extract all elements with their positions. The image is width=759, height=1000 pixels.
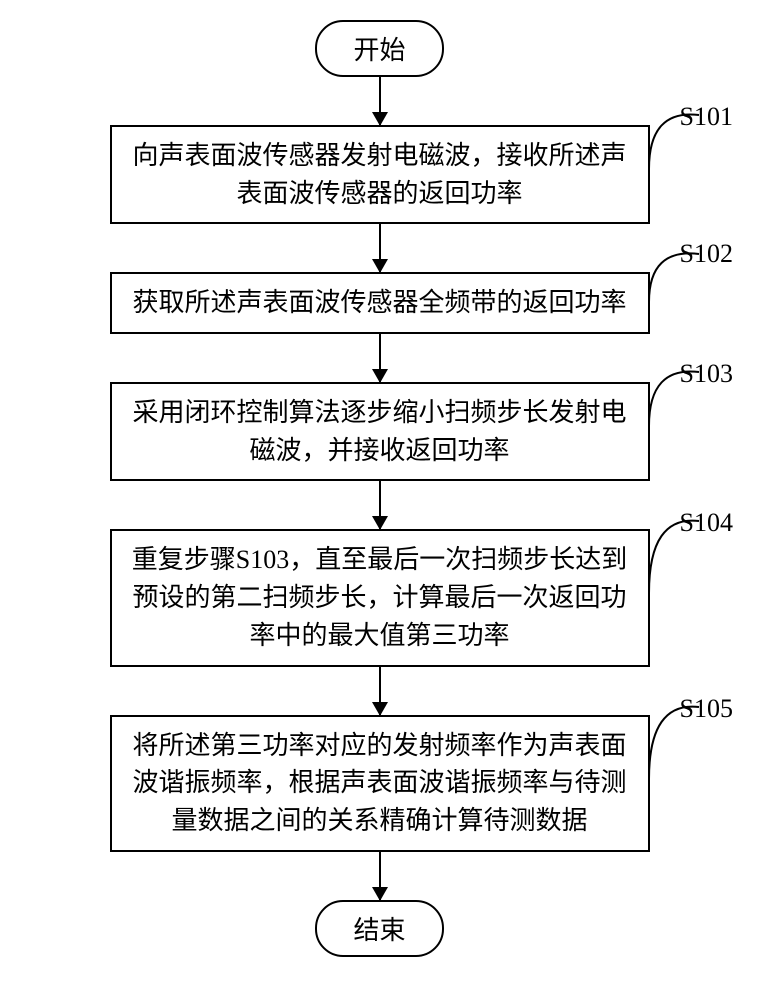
process-text-line: 量数据之间的关系精确计算待测数据	[171, 806, 587, 835]
process-s103: 采用闭环控制算法逐步缩小扫频步长发射电 磁波，并接收返回功率	[110, 382, 650, 481]
terminal-end: 结束	[315, 900, 443, 957]
arrow	[379, 334, 381, 382]
step-s101-wrap: 向声表面波传感器发射电磁波，接收所述声 表面波传感器的返回功率 S101	[20, 125, 739, 224]
step-label: S105	[680, 694, 733, 724]
step-s105-wrap: 将所述第三功率对应的发射频率作为声表面 波谐振频率，根据声表面波谐振频率与待测 …	[20, 715, 739, 852]
step-label: S103	[680, 359, 733, 389]
process-s102: 获取所述声表面波传感器全频带的返回功率	[110, 272, 650, 334]
process-text-line: 向声表面波传感器发射电磁波，接收所述声	[132, 141, 626, 170]
process-s105: 将所述第三功率对应的发射频率作为声表面 波谐振频率，根据声表面波谐振频率与待测 …	[110, 715, 650, 852]
process-text-line: 将所述第三功率对应的发射频率作为声表面	[132, 731, 626, 760]
process-text-line: 预设的第二扫频步长，计算最后一次返回功	[132, 583, 626, 612]
step-label: S101	[680, 102, 733, 132]
flowchart-container: 开始 向声表面波传感器发射电磁波，接收所述声 表面波传感器的返回功率 S101 …	[20, 20, 739, 957]
step-s104-wrap: 重复步骤S103，直至最后一次扫频步长达到 预设的第二扫频步长，计算最后一次返回…	[20, 529, 739, 666]
step-label: S102	[680, 239, 733, 269]
arrow	[379, 852, 381, 900]
process-text-line: 波谐振频率，根据声表面波谐振频率与待测	[132, 768, 626, 797]
arrow	[379, 77, 381, 125]
process-text-line: 磁波，并接收返回功率	[249, 436, 509, 465]
step-label: S104	[680, 508, 733, 538]
process-text-line: 获取所述声表面波传感器全频带的返回功率	[132, 288, 626, 317]
step-s103-wrap: 采用闭环控制算法逐步缩小扫频步长发射电 磁波，并接收返回功率 S103	[20, 382, 739, 481]
step-s102-wrap: 获取所述声表面波传感器全频带的返回功率 S102	[20, 272, 739, 334]
arrow	[379, 481, 381, 529]
process-s104: 重复步骤S103，直至最后一次扫频步长达到 预设的第二扫频步长，计算最后一次返回…	[110, 529, 650, 666]
arrow	[379, 224, 381, 272]
process-text-line: 率中的最大值第三功率	[249, 621, 509, 650]
arrow	[379, 667, 381, 715]
process-s101: 向声表面波传感器发射电磁波，接收所述声 表面波传感器的返回功率	[110, 125, 650, 224]
process-text-line: 采用闭环控制算法逐步缩小扫频步长发射电	[132, 398, 626, 427]
process-text-line: 表面波传感器的返回功率	[236, 179, 522, 208]
terminal-start: 开始	[315, 20, 443, 77]
process-text-line: 重复步骤S103，直至最后一次扫频步长达到	[132, 545, 627, 574]
